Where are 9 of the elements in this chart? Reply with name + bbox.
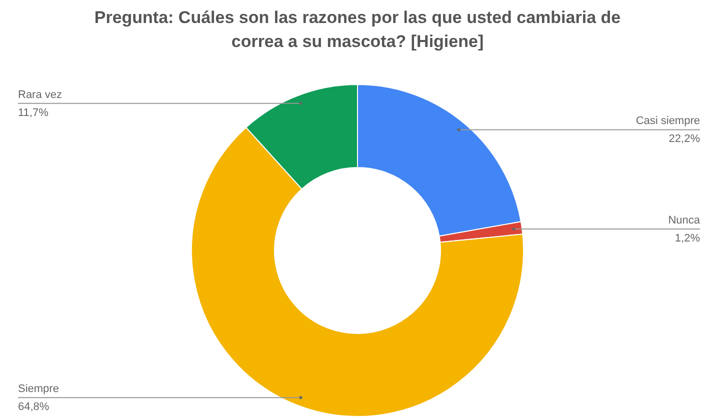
data-label: 11,7% <box>18 106 49 119</box>
chart-title: Pregunta: Cuáles son las razones por las que usted cambiaria de correa a su mascota? [Higiene] <box>93 7 622 53</box>
data-label: 22,2% <box>668 133 700 146</box>
data-label: 64,8% <box>18 401 50 414</box>
data-label: 1,2% <box>674 232 700 245</box>
slice-label: Rara vez <box>18 88 62 101</box>
slice-label: Siempre <box>18 383 59 396</box>
slice-label: Nunca <box>668 214 701 227</box>
slice-label: Casi siempre <box>636 115 700 128</box>
